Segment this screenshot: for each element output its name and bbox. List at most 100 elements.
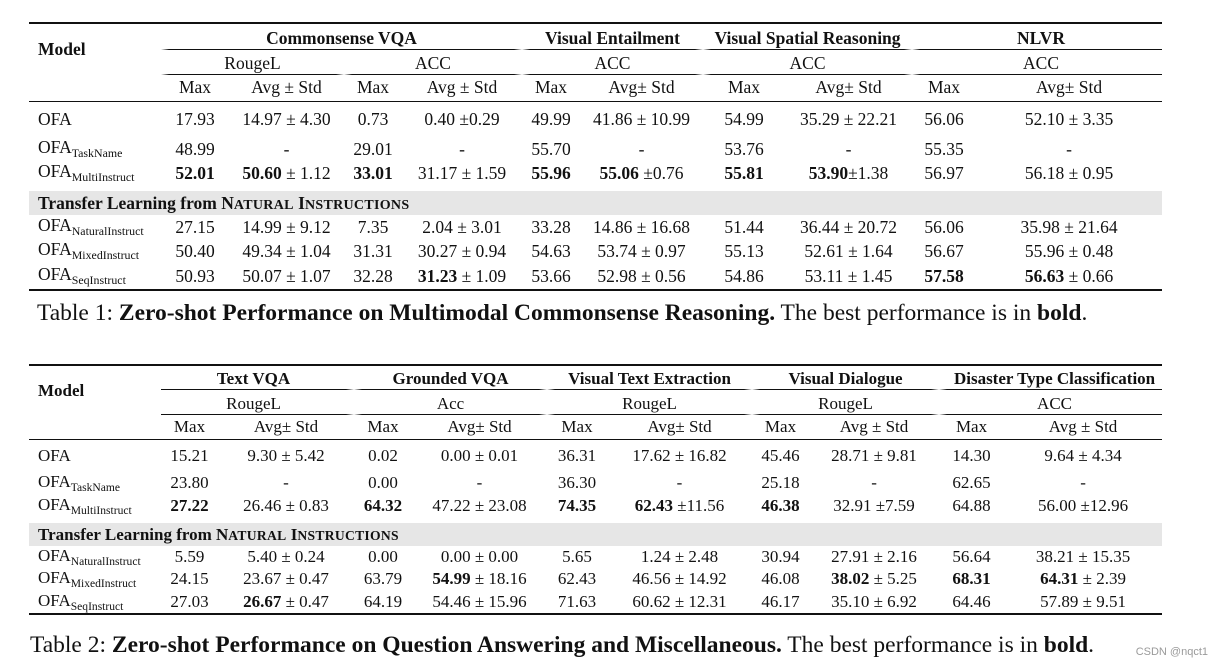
cell: 45.46: [752, 438, 810, 472]
cell: 31.31: [353, 241, 393, 262]
cell: 5.65: [562, 547, 592, 567]
subcol-header: Max: [927, 77, 961, 98]
cell: 0.00: [368, 473, 398, 493]
section-header: Transfer Learning from NATURAL INSTRUCTI…: [29, 523, 1163, 547]
cell-std: ± 0.66: [1068, 265, 1114, 286]
model-name: OFA: [38, 239, 72, 260]
cell: 0.00: [368, 547, 398, 567]
cell: 32.28: [344, 263, 402, 291]
cell: 54.63: [531, 241, 571, 262]
task-header: Visual Spatial Reasoning: [703, 27, 913, 50]
table-row: OFAMultiInstruct 52.01 50.60 ± 1.12 33.0…: [29, 161, 1162, 185]
cell-std: ± 1.12: [286, 162, 331, 183]
cell: 35.29 ± 22.21: [785, 100, 913, 137]
cell: 48.99: [175, 138, 215, 159]
model-subscript: MultiInstruct: [71, 170, 135, 185]
table-row: OFASeqInstruct 27.03 26.67 ± 0.47 64.19 …: [29, 590, 1163, 616]
table-row: OFA 17.93 14.97 ± 4.30 0.73 0.40 ±0.29 4…: [29, 100, 1163, 137]
cell: 62.43: [557, 569, 597, 589]
model-name: OFA: [38, 546, 71, 566]
cell: 0.00 ± 0.01: [412, 438, 548, 472]
cell: 0.73: [344, 100, 402, 137]
cell: 27.03: [161, 590, 218, 616]
cell: 30.27 ± 0.94: [417, 241, 507, 262]
model-subscript: MultiInstruct: [70, 503, 132, 517]
cell: 51.44: [724, 216, 764, 237]
cell-std: ± 0.47: [285, 591, 329, 611]
cell: 56.00 ±12.96: [1037, 495, 1129, 515]
cell: 30.94: [761, 547, 800, 567]
cell: 26.46 ± 0.83: [243, 495, 329, 515]
table-row: OFA 15.21 9.30 ± 5.42 0.02 0.00 ± 0.01 3…: [29, 438, 1163, 472]
cell: 54.86: [703, 263, 785, 291]
cell: -: [1066, 138, 1072, 159]
metric-header: RougeL: [161, 53, 344, 75]
cell-best: 46.38: [761, 495, 800, 515]
cell: -: [871, 473, 877, 493]
cell: 0.40 ±0.29: [402, 100, 522, 137]
cell: 29.01: [353, 138, 393, 159]
cell: 50.40: [175, 241, 215, 262]
cell: 46.56 ± 14.92: [632, 569, 727, 589]
subcol-header: Avg± Std: [647, 416, 712, 436]
cell: 36.30: [557, 473, 597, 493]
task-header: Visual Dialogue: [752, 369, 940, 390]
subcol-header: Avg ± Std: [251, 77, 322, 98]
model-subscript: TaskName: [71, 146, 123, 161]
cell-std: ± 1.09: [461, 265, 507, 286]
cell: 9.30 ± 5.42: [218, 438, 354, 472]
cell: 63.79: [363, 569, 403, 589]
cell: 56.97: [924, 162, 964, 183]
metric-header: ACC: [522, 53, 703, 75]
cell: 55.96 ± 0.48: [1024, 241, 1114, 262]
cell: 52.98 ± 0.56: [580, 263, 703, 291]
table-1: Model Commonsense VQA Visual Entailment …: [29, 22, 1163, 291]
model-name: OFA: [38, 494, 71, 514]
cell: 35.98 ± 21.64: [1020, 216, 1118, 237]
cell: -: [476, 473, 483, 493]
cell: 56.06: [912, 100, 977, 137]
cell-best: 54.99: [432, 569, 471, 589]
model-name: OFA: [38, 264, 72, 285]
cell: 49.34 ± 1.04: [242, 241, 331, 262]
cell: 5.40 ± 0.24: [247, 547, 325, 567]
cell-best: 57.58: [924, 265, 964, 286]
cell-best: 26.67: [243, 591, 282, 611]
cell: -: [283, 473, 289, 493]
cell: 56.18 ± 0.95: [1024, 162, 1114, 183]
subcol-header: Max: [367, 416, 399, 436]
cell: 7.35: [357, 216, 389, 237]
subcol-header: Max: [561, 416, 593, 436]
cell: 49.99: [522, 100, 580, 137]
subcol-header: Avg± Std: [1035, 77, 1103, 98]
cell: 14.99 ± 9.12: [242, 216, 331, 237]
model-subscript: NaturalInstruct: [70, 555, 141, 569]
cell-std: ±1.38: [848, 162, 889, 183]
cell: 28.71 ± 9.81: [809, 438, 940, 472]
table-row: OFANaturalInstruct 5.59 5.40 ± 0.24 0.00…: [29, 546, 1162, 568]
cell: 52.10 ± 3.35: [976, 100, 1163, 137]
cell-std: ± 18.16: [474, 569, 527, 589]
cell-best: 74.35: [557, 495, 597, 515]
table-row: OFATaskName 48.99 - 29.01 - 55.70 - 53.7…: [29, 137, 1162, 161]
model-name: OFA: [38, 568, 71, 588]
metric-header: Acc: [354, 393, 548, 415]
subcol-header: Avg ± Std: [426, 77, 498, 98]
cell: 54.46 ± 15.96: [412, 590, 548, 616]
cell: 23.67 ± 0.47: [243, 569, 329, 589]
subcol-header: Avg± Std: [253, 416, 319, 436]
subcol-header: Max: [727, 77, 761, 98]
cell: 46.17: [752, 590, 810, 616]
watermark: CSDN @nqct1: [1135, 646, 1208, 658]
task-header: NLVR: [912, 27, 1163, 50]
cell: 17.93: [161, 100, 229, 137]
cell: 14.86 ± 16.68: [592, 216, 691, 237]
cell: 1.24 ± 2.48: [640, 547, 719, 567]
model-subscript: TaskName: [70, 481, 120, 495]
subcol-header: Avg ± Std: [839, 416, 909, 436]
model-name: OFA: [38, 445, 71, 465]
cell: 17.62 ± 16.82: [607, 438, 753, 472]
cell: 27.91 ± 2.16: [831, 547, 917, 567]
table-2-caption: Table 2: Zero-shot Performance on Questi…: [30, 632, 1095, 658]
task-header: Text VQA: [161, 369, 354, 390]
